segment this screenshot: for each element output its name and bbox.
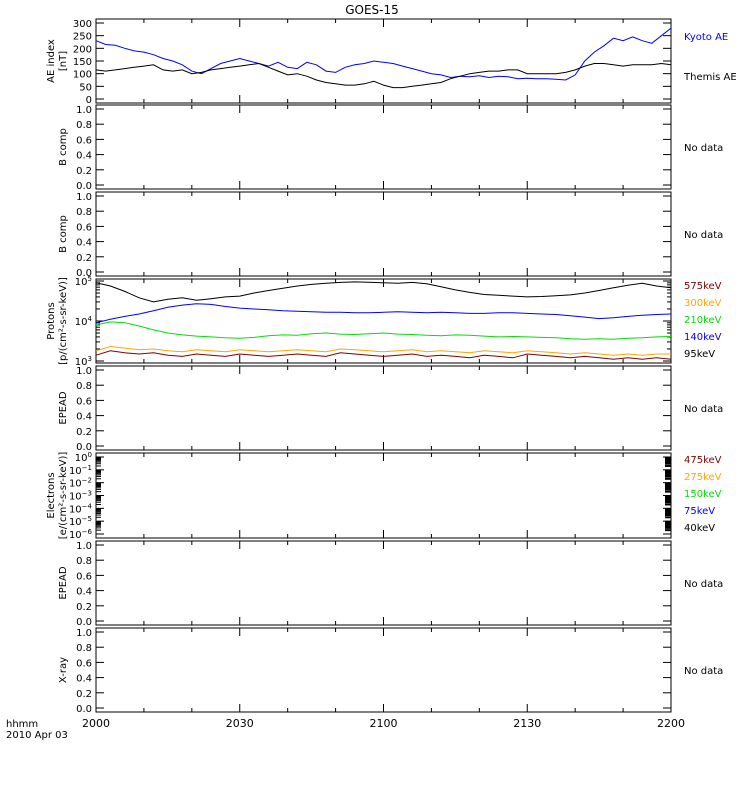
y-tick-label-ae-4: 200 [73,44,92,55]
no-data-label-xray: No data [684,666,723,677]
x-tick-label-0: 2000 [82,717,110,730]
legend-entry-protons-2: 210keV [684,315,722,326]
y-tick-label-electrons-2: 10−2 [69,477,92,490]
series-line-ae-0 [95,27,672,81]
y-tick-label-ae-0: 0 [86,95,92,106]
panel-frame-protons [95,278,672,364]
y-tick-label-b1-1: 0.2 [76,166,92,177]
y-tick-label-b2-2: 0.4 [76,238,92,249]
y-tick-label-epead2-3: 0.6 [76,571,92,582]
y-tick-label-electrons-6: 10−6 [69,528,93,541]
legend-entry-protons-0: 575keV [684,281,722,292]
y-tick-label-xray-0: 0.0 [76,704,92,715]
y-tick-label-b2-0: 0.0 [76,268,92,279]
y-tick-label-electrons-3: 10−3 [69,490,92,503]
x-tick-label-2: 2100 [370,717,398,730]
legend-entry-protons-1: 300keV [684,298,722,309]
y-tick-label-ae-2: 100 [73,70,92,81]
y-tick-label-ae-1: 50 [79,82,92,93]
y-axis-label-xray-0: X-ray [58,657,69,683]
y-axis-label-b1-0: B comp [58,128,69,166]
series-line-protons-3 [95,303,672,324]
y-axis-label-ae-1: [nT] [58,51,69,71]
no-data-label-b2: No data [684,230,723,241]
y-axis-label-epead1-0: EPEAD [58,391,69,425]
y-tick-label-ae-6: 300 [73,19,92,30]
y-tick-label-b1-2: 0.4 [76,151,92,162]
legend-entry-electrons-2: 150keV [684,489,722,500]
y-tick-label-epead1-2: 0.4 [76,412,92,423]
x-tick-label-4: 2200 [657,717,685,730]
y-tick-label-electrons-1: 10−1 [69,464,92,477]
legend-entry-protons-3: 140keV [684,332,722,343]
y-tick-label-b1-0: 0.0 [76,181,92,192]
y-tick-label-xray-4: 0.8 [76,643,92,654]
panel-frame-epead1 [95,365,672,451]
chart-title: GOES-15 [345,3,399,17]
y-tick-label-electrons-0: 100 [75,451,92,464]
legend-entry-protons-4: 95keV [684,349,715,360]
y-axis-label-electrons-1: [e/(cm²-s-sr-keV)] [58,452,69,540]
y-tick-label-b2-5: 1.0 [76,192,92,203]
y-tick-label-epead1-3: 0.6 [76,396,92,407]
y-tick-label-b2-3: 0.6 [76,222,92,233]
y-tick-label-protons-1: 104 [75,315,93,328]
y-tick-label-ae-3: 150 [73,57,92,68]
legend-entry-electrons-3: 75keV [684,506,715,517]
legend-entry-themis-ae: Themis AE [683,72,737,83]
legend-entry-kyoto-ae: Kyoto AE [684,32,728,43]
panel-frame-epead2 [95,540,672,626]
series-line-protons-4 [95,281,672,303]
y-tick-label-electrons-4: 10−4 [69,502,93,515]
y-tick-label-b2-4: 0.8 [76,207,92,218]
y-tick-label-epead2-5: 1.0 [76,541,92,552]
series-line-protons-0 [95,350,672,360]
panel-frame-electrons [95,452,672,539]
series-line-protons-1 [95,345,671,356]
y-tick-label-electrons-5: 10−5 [69,515,92,528]
y-tick-label-xray-1: 0.2 [76,689,92,700]
y-axis-label-electrons-0: Electrons [46,472,57,518]
y-axis-label-b2-0: B comp [58,215,69,253]
y-tick-label-epead1-4: 0.8 [76,381,92,392]
y-tick-label-xray-5: 1.0 [76,628,92,639]
panel-frame-b2 [95,191,672,277]
no-data-label-epead2: No data [684,579,723,590]
y-tick-label-b1-3: 0.6 [76,135,92,146]
y-tick-label-epead2-0: 0.0 [76,617,92,628]
y-tick-label-b2-1: 0.2 [76,253,92,264]
y-tick-label-ae-5: 250 [73,32,92,43]
y-tick-label-epead1-5: 1.0 [76,366,92,377]
x-axis-label-date: 2010 Apr 03 [6,730,68,741]
y-tick-label-epead2-1: 0.2 [76,602,92,613]
y-axis-label-ae-0: AE index [46,39,57,83]
x-tick-label-3: 2130 [513,717,541,730]
y-tick-label-epead2-4: 0.8 [76,556,92,567]
y-tick-label-epead1-0: 0.0 [76,442,92,453]
legend-entry-electrons-1: 275keV [684,472,722,483]
y-tick-label-b1-4: 0.8 [76,120,92,131]
y-axis-label-protons-0: Protons [46,302,57,339]
y-tick-label-epead1-1: 0.2 [76,427,92,438]
panel-frame-xray [95,627,672,713]
x-axis-label-unit: hhmm [6,719,38,730]
series-line-protons-2 [95,321,672,340]
series-line-ae-1 [95,62,672,89]
y-tick-label-xray-2: 0.4 [76,674,92,685]
no-data-label-b1: No data [684,143,723,154]
y-tick-label-b1-5: 1.0 [76,105,92,116]
legend-entry-electrons-0: 475keV [684,455,722,466]
y-axis-label-protons-1: [p/(cm²-s-sr-keV)] [58,277,69,365]
y-axis-label-epead2-0: EPEAD [58,566,69,600]
y-tick-label-epead2-2: 0.4 [76,587,92,598]
no-data-label-epead1: No data [684,404,723,415]
y-tick-label-protons-2: 105 [75,275,92,288]
x-tick-label-1: 2030 [226,717,254,730]
y-tick-label-xray-3: 0.6 [76,658,92,669]
legend-entry-electrons-4: 40keV [684,523,715,534]
panel-frame-b1 [95,104,672,190]
